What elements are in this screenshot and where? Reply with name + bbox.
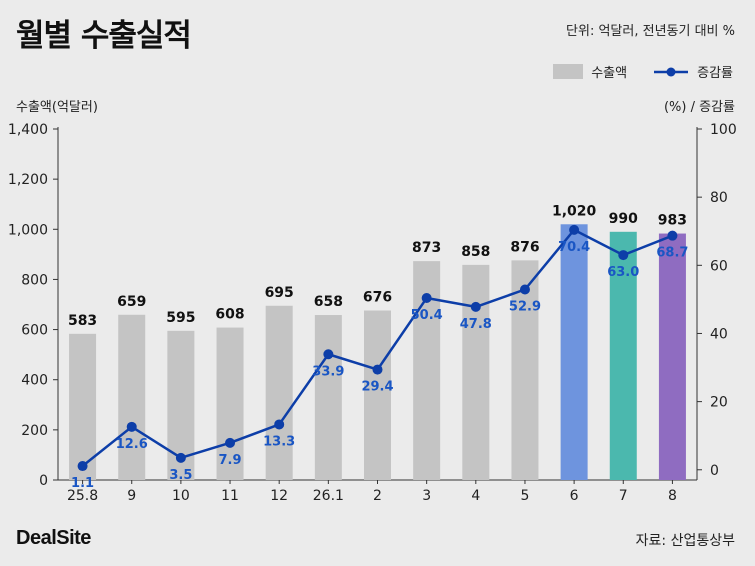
left-tick-label: 200 xyxy=(21,423,48,439)
bar xyxy=(462,264,490,480)
growth-rate-point xyxy=(77,461,88,472)
growth-rate-point xyxy=(421,293,432,304)
unit-note: 단위: 억달러, 전년동기 대비 % xyxy=(566,24,735,39)
legend: 수출액 증감률 xyxy=(553,62,733,81)
bar xyxy=(560,224,588,480)
left-tick-label: 400 xyxy=(21,373,48,389)
bar-value-label: 608 xyxy=(215,307,244,323)
growth-rate-point xyxy=(225,437,236,448)
legend-item-line: 증감률 xyxy=(653,62,733,81)
bar xyxy=(511,260,539,480)
x-tick-label: 7 xyxy=(619,488,628,504)
right-tick-label: 100 xyxy=(710,122,737,138)
bar xyxy=(364,310,391,480)
growth-rate-label: 7.9 xyxy=(219,453,242,468)
bar-value-label: 873 xyxy=(412,240,441,256)
bar xyxy=(265,305,293,480)
left-tick-label: 0 xyxy=(39,473,48,489)
growth-rate-label: 1.1 xyxy=(71,476,94,491)
right-tick-label: 20 xyxy=(710,395,728,411)
growth-rate-point xyxy=(618,250,629,261)
left-axis-label: 수출액(억달러) xyxy=(16,100,98,115)
page-title: 월별 수출실적 xyxy=(16,18,192,54)
x-tick-label: 8 xyxy=(668,488,677,504)
bar-value-label: 595 xyxy=(166,310,195,326)
left-tick-label: 600 xyxy=(21,323,48,339)
x-tick-label: 11 xyxy=(221,488,239,504)
growth-rate-point xyxy=(126,421,137,432)
legend-bar-swatch xyxy=(553,64,584,79)
growth-rate-label: 12.6 xyxy=(116,437,148,452)
bar-value-label: 876 xyxy=(510,239,539,255)
bar-value-label: 659 xyxy=(117,294,146,310)
growth-rate-label: 70.4 xyxy=(558,240,590,255)
growth-rate-label: 52.9 xyxy=(509,300,541,315)
growth-rate-point xyxy=(372,364,383,375)
growth-rate-label: 33.9 xyxy=(312,364,344,379)
dealsite-logo: DealSite xyxy=(16,527,91,549)
growth-rate-point xyxy=(569,224,580,235)
right-axis-label: (%) / 증감률 xyxy=(663,100,735,115)
x-tick-label: 25.8 xyxy=(67,488,98,504)
bar xyxy=(609,231,637,480)
growth-rate-point xyxy=(667,230,678,241)
growth-rate-label: 13.3 xyxy=(263,434,295,449)
bar-value-label: 658 xyxy=(314,294,343,310)
left-tick-label: 800 xyxy=(21,272,48,288)
left-tick-label: 1,400 xyxy=(8,122,48,138)
source-note: 자료: 산업통상부 xyxy=(635,533,735,549)
legend-line-label: 증감률 xyxy=(697,66,733,81)
bar xyxy=(314,315,342,480)
right-tick-label: 0 xyxy=(710,463,719,479)
growth-rate-label: 68.7 xyxy=(656,246,688,261)
x-tick-label: 12 xyxy=(270,488,288,504)
left-tick-label: 1,000 xyxy=(8,222,48,238)
left-tick-label: 1,200 xyxy=(8,172,48,188)
legend-bar-label: 수출액 xyxy=(591,66,628,81)
bar xyxy=(118,314,146,480)
bar xyxy=(69,333,97,480)
growth-rate-label: 47.8 xyxy=(460,317,492,332)
x-tick-label: 10 xyxy=(172,488,190,504)
growth-rate-label: 3.5 xyxy=(169,468,192,483)
growth-rate-label: 63.0 xyxy=(607,265,639,280)
growth-rate-point xyxy=(323,349,334,360)
legend-item-bar: 수출액 xyxy=(553,62,627,81)
right-tick-label: 40 xyxy=(710,326,728,342)
growth-rate-point xyxy=(470,301,481,312)
x-tick-label: 26.1 xyxy=(313,488,344,504)
x-tick-label: 6 xyxy=(570,488,579,504)
bar-value-label: 676 xyxy=(363,290,392,306)
growth-rate-point xyxy=(519,284,530,295)
bar-value-label: 695 xyxy=(265,285,294,301)
growth-rate-label: 29.4 xyxy=(361,380,393,395)
bar-value-label: 990 xyxy=(609,211,638,227)
growth-rate-label: 50.4 xyxy=(411,308,443,323)
bar-value-label: 583 xyxy=(68,313,97,329)
bar-value-label: 858 xyxy=(461,244,490,260)
bar xyxy=(216,327,244,480)
legend-line-swatch xyxy=(654,67,689,76)
x-tick-label: 2 xyxy=(373,488,382,504)
bar xyxy=(658,233,686,480)
x-tick-label: 9 xyxy=(127,488,136,504)
x-tick-label: 4 xyxy=(471,488,480,504)
growth-rate-point xyxy=(274,419,285,430)
right-tick-label: 60 xyxy=(710,258,728,274)
x-tick-label: 5 xyxy=(521,488,530,504)
growth-rate-point xyxy=(175,452,186,463)
right-tick-label: 80 xyxy=(710,190,728,206)
bar-value-label: 1,020 xyxy=(552,203,597,219)
bar-value-label: 983 xyxy=(658,213,687,229)
x-tick-label: 3 xyxy=(422,488,431,504)
